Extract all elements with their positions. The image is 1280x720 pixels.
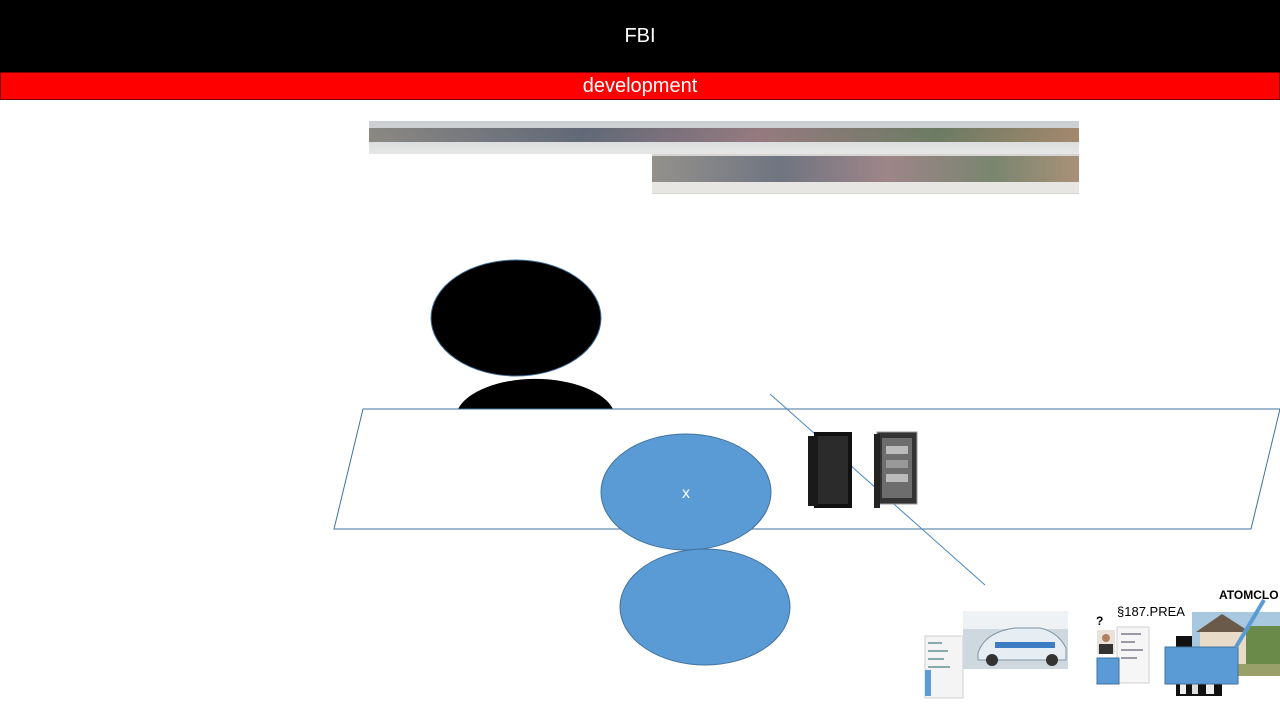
center-node-label: x (682, 485, 690, 502)
document-thumbnail-2 (1116, 626, 1150, 684)
slide-title: FBI (0, 0, 1280, 72)
server-rack-icon (808, 431, 918, 508)
black-node-partial (458, 378, 613, 409)
slide-subtitle: development (0, 72, 1280, 100)
paragraph-label: §187.PREA (1117, 604, 1185, 619)
blue-box (1164, 646, 1239, 685)
panorama-wall-photo (369, 121, 1079, 194)
black-node-top (430, 259, 602, 377)
small-cube (1096, 657, 1120, 685)
police-car-photo (963, 611, 1068, 669)
lower-node (619, 548, 791, 666)
document-thumbnail (924, 635, 964, 699)
parallelogram-frame (333, 408, 1280, 530)
question-label: ? (1096, 614, 1103, 628)
person-thumbnail (1097, 630, 1115, 654)
clock-pointer-line (1234, 598, 1266, 649)
clock-label: ATOMCLO (1219, 588, 1279, 602)
